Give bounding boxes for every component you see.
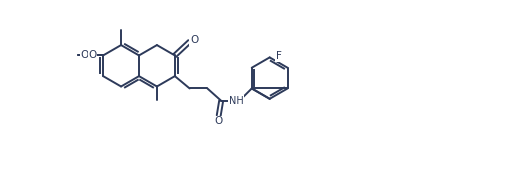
Text: O: O <box>190 35 198 45</box>
Text: O: O <box>88 50 97 60</box>
Text: F: F <box>276 51 281 61</box>
Text: NH: NH <box>229 96 243 106</box>
Text: O: O <box>214 116 223 127</box>
Text: O: O <box>81 50 89 60</box>
